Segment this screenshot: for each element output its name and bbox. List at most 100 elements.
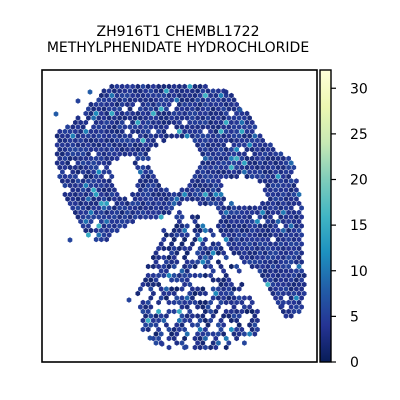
spot	[151, 119, 156, 126]
spot	[229, 281, 234, 288]
spot	[210, 250, 216, 256]
spot	[236, 124, 242, 130]
spot	[210, 277, 216, 283]
spot	[195, 106, 200, 112]
spot	[288, 169, 294, 175]
spot	[252, 259, 258, 265]
spot	[109, 137, 115, 144]
spot	[60, 160, 65, 166]
spot	[273, 232, 278, 238]
spot	[270, 155, 276, 162]
spot	[226, 223, 232, 229]
spot	[67, 200, 73, 207]
spot	[164, 232, 169, 238]
spot	[138, 151, 143, 157]
spot	[281, 263, 286, 270]
spot	[114, 92, 120, 99]
spot	[213, 137, 219, 144]
spot	[174, 115, 180, 121]
spot	[190, 259, 195, 265]
spot	[179, 223, 185, 229]
spot	[83, 218, 89, 225]
spot	[132, 205, 138, 211]
spot	[112, 223, 117, 229]
spot	[239, 254, 245, 261]
spot	[247, 295, 252, 301]
spot	[239, 299, 245, 306]
spot	[122, 142, 128, 148]
spot	[159, 341, 165, 347]
spot	[145, 317, 151, 324]
spot	[99, 119, 104, 126]
spot	[231, 115, 237, 121]
spot	[112, 151, 117, 157]
spot	[281, 173, 286, 180]
spot	[109, 119, 115, 126]
spot	[249, 317, 255, 324]
spot	[210, 124, 216, 130]
spot	[83, 110, 89, 117]
spot	[184, 133, 190, 139]
spot	[119, 101, 125, 108]
spot	[93, 128, 99, 135]
spot	[140, 164, 146, 171]
spot	[109, 155, 115, 162]
spot	[283, 268, 289, 274]
spot	[62, 164, 68, 171]
spot	[174, 340, 180, 346]
spot	[265, 182, 271, 189]
spot	[184, 331, 190, 337]
spot	[218, 182, 224, 189]
spot	[226, 133, 232, 139]
spot	[299, 277, 304, 283]
spot	[143, 133, 148, 139]
spot	[88, 227, 94, 234]
spot	[179, 304, 185, 310]
spot	[278, 178, 284, 184]
spot	[249, 146, 255, 153]
spot	[119, 137, 125, 144]
spot	[252, 250, 258, 256]
spot	[86, 214, 91, 220]
spot	[106, 169, 112, 175]
spot	[286, 308, 291, 315]
spot	[60, 169, 65, 175]
spot	[114, 128, 120, 135]
spot	[151, 110, 156, 117]
spot	[153, 322, 159, 328]
spot	[174, 232, 180, 238]
spot	[104, 92, 109, 99]
spot	[296, 263, 302, 270]
spot	[190, 124, 195, 130]
spot	[216, 169, 221, 175]
spot	[156, 128, 161, 135]
spot	[242, 142, 247, 148]
spot	[197, 182, 203, 189]
spot	[177, 191, 182, 198]
spot	[109, 191, 115, 198]
spot	[78, 182, 83, 189]
spot	[75, 196, 81, 202]
spot	[96, 187, 102, 193]
spot	[104, 164, 109, 171]
spot	[200, 250, 206, 256]
spot	[99, 155, 104, 162]
spot	[130, 83, 135, 90]
spot	[275, 209, 281, 216]
spot	[283, 205, 289, 211]
spot	[216, 160, 221, 166]
spot	[104, 182, 109, 189]
spot	[135, 200, 141, 207]
spot	[91, 106, 96, 112]
spot	[208, 128, 213, 135]
spot	[283, 313, 289, 319]
spot	[166, 254, 172, 261]
spot	[192, 236, 198, 243]
spot	[54, 133, 60, 139]
spot	[158, 88, 164, 94]
spot	[221, 232, 226, 238]
spot	[112, 187, 117, 193]
spot	[275, 245, 281, 252]
spot	[203, 191, 208, 198]
spot	[278, 169, 284, 175]
